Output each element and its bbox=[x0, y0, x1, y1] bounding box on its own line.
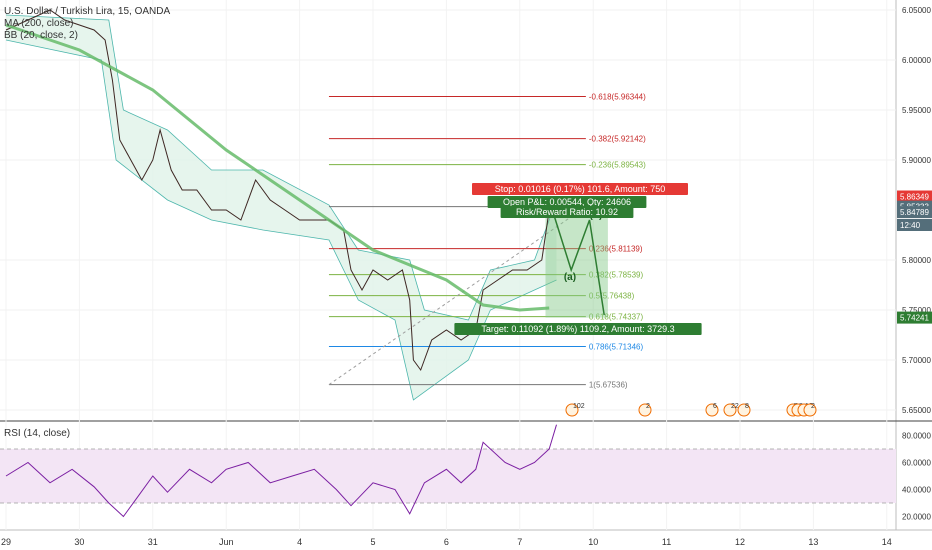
x-tick-label: 11 bbox=[662, 537, 671, 547]
event-flag-label: 6 bbox=[713, 403, 717, 410]
target-label: Target: 0.11092 (1.89%) 1109.2, Amount: … bbox=[481, 324, 674, 334]
bb-legend[interactable]: BB (20, close, 2) bbox=[4, 30, 82, 41]
fib-level-label: 0.236(5.81139) bbox=[589, 245, 643, 254]
fib-level-label: 0.5(5.76438) bbox=[589, 292, 635, 301]
rsi-tick-label: 40.0000 bbox=[902, 486, 931, 495]
ma-legend[interactable]: MA (200, close) bbox=[4, 18, 77, 29]
event-flag-label: 2 bbox=[811, 403, 815, 410]
symbol-title: U.S. Dollar / Turkish Lira, 15, OANDA bbox=[4, 6, 171, 17]
x-tick-label: 30 bbox=[74, 537, 84, 547]
y-tick-label: 5.80000 bbox=[902, 256, 931, 265]
y-tick-label: 6.05000 bbox=[902, 6, 931, 15]
x-tick-label: 12 bbox=[735, 537, 745, 547]
rsi-line bbox=[5, 424, 557, 518]
rsi-band-fill bbox=[0, 449, 896, 503]
y-tick-label: 5.75000 bbox=[902, 306, 931, 315]
bb-legend-label: BB (20, close, 2) bbox=[4, 30, 78, 41]
symbol-legend: U.S. Dollar / Turkish Lira, 15, OANDA bbox=[4, 6, 174, 17]
y-tick-label: 5.70000 bbox=[902, 356, 931, 365]
event-flag-label: 22 bbox=[731, 403, 739, 410]
rsi-legend[interactable]: RSI (14, close) bbox=[4, 428, 74, 439]
event-flag-icon bbox=[705, 403, 719, 417]
fib-level-label: -0.382(5.92142) bbox=[589, 135, 646, 144]
x-tick-label: 4 bbox=[297, 537, 302, 547]
x-tick-label: 29 bbox=[1, 537, 11, 547]
event-flag-icon bbox=[638, 403, 652, 417]
wave-a-label: (a) bbox=[564, 272, 576, 283]
y-tick-label: 5.65000 bbox=[902, 406, 931, 415]
rsi-legend-label: RSI (14, close) bbox=[4, 428, 71, 439]
y-tick-label: 5.90000 bbox=[902, 156, 931, 165]
price-tag-box bbox=[897, 206, 932, 219]
fib-level-label: -0.618(5.96344) bbox=[589, 93, 646, 102]
bollinger-upper-line bbox=[5, 14, 557, 321]
x-tick-label: 13 bbox=[808, 537, 818, 547]
ma-legend-label: MA (200, close) bbox=[4, 18, 74, 29]
wave-projection bbox=[548, 199, 605, 316]
event-flag-icon bbox=[565, 403, 579, 417]
price-tag-label: 12:40 bbox=[900, 221, 921, 230]
x-tick-label: 10 bbox=[588, 537, 598, 547]
pnl-label-box bbox=[487, 196, 647, 208]
x-tick-label: 7 bbox=[517, 537, 522, 547]
event-flag-icon bbox=[803, 403, 817, 417]
x-tick-label: 6 bbox=[444, 537, 449, 547]
target-label-box bbox=[454, 323, 702, 335]
rsi-tick-label: 60.0000 bbox=[902, 459, 931, 468]
ma200-line bbox=[5, 23, 550, 312]
event-flag-label: 102 bbox=[573, 403, 585, 410]
price-tag-label: 5.74241 bbox=[900, 314, 929, 323]
event-flag-icon bbox=[737, 403, 751, 417]
rr-label-box bbox=[500, 206, 634, 218]
fib-trend-line bbox=[328, 206, 587, 386]
fib-level-label: 0.786(5.71346) bbox=[589, 343, 644, 352]
fib-level-label: -0.236(5.89543) bbox=[589, 161, 646, 170]
pnl-label: Open P&L: 0.00544, Qty: 24606 bbox=[503, 197, 631, 207]
event-flag-icon bbox=[723, 403, 737, 417]
event-flag-label: 2 bbox=[646, 403, 650, 410]
fib-level-label: 0.618(5.74337) bbox=[589, 313, 644, 322]
x-tick-label: 31 bbox=[148, 537, 158, 547]
price-tag-box bbox=[897, 311, 932, 324]
x-tick-label: Jun bbox=[219, 537, 234, 547]
stop-label: Stop: 0.01016 (0.17%) 101.6, Amount: 750 bbox=[495, 184, 666, 194]
price-tag-box bbox=[897, 219, 932, 231]
event-flag-label: 8 bbox=[745, 403, 749, 410]
price-tag-label: 5.84789 bbox=[900, 208, 929, 217]
stop-label-box bbox=[472, 183, 688, 195]
x-tick-label: 14 bbox=[882, 537, 892, 547]
x-tick-label: 5 bbox=[370, 537, 375, 547]
fib-level-label: 0.382(5.78539) bbox=[589, 271, 644, 280]
y-tick-label: 6.00000 bbox=[902, 56, 931, 65]
price-tag-box bbox=[897, 190, 932, 203]
price-tag-label: 5.86349 bbox=[900, 193, 929, 202]
rsi-tick-label: 20.0000 bbox=[902, 513, 931, 522]
rsi-tick-label: 80.0000 bbox=[902, 432, 931, 441]
y-tick-label: 5.95000 bbox=[902, 106, 931, 115]
target-zone bbox=[545, 206, 608, 318]
bollinger-lower-line bbox=[5, 39, 557, 401]
fib-level-label: 1(5.67536) bbox=[589, 381, 628, 390]
rr-label: Risk/Reward Ratio: 10.92 bbox=[516, 207, 618, 217]
